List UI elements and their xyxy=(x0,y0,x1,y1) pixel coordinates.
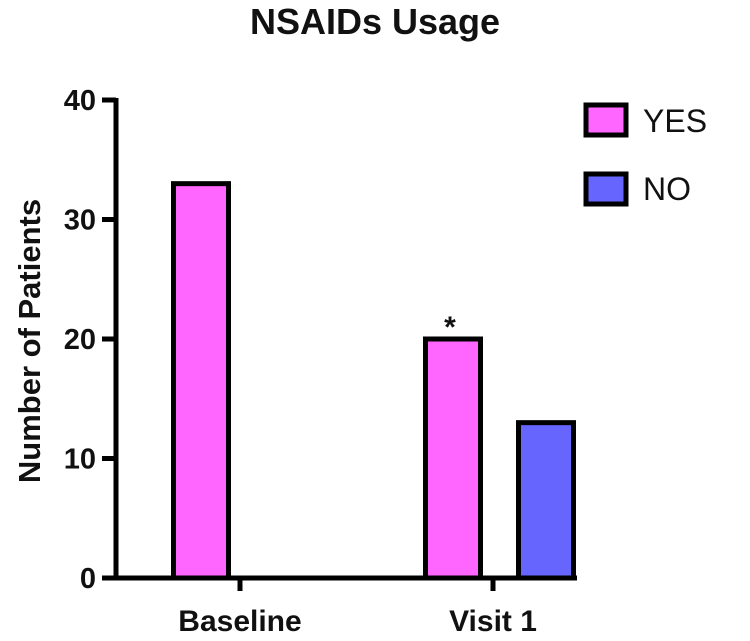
legend-swatch-no xyxy=(583,171,629,207)
y-tick-label: 40 xyxy=(64,85,96,117)
chart-title: NSAIDs Usage xyxy=(250,1,500,42)
y-axis-label: Number of Patients xyxy=(12,199,47,483)
y-tick-label: 30 xyxy=(64,205,96,237)
annotations: * xyxy=(444,311,456,344)
y-tick-label: 10 xyxy=(64,444,96,476)
y-tick-label: 20 xyxy=(64,324,96,356)
legend-label-yes: YES xyxy=(643,103,707,139)
significance-marker: * xyxy=(444,311,456,344)
x-axis: Baseline Visit 1 xyxy=(114,575,577,638)
x-tick-label: Visit 1 xyxy=(449,605,537,638)
x-tick-label: Baseline xyxy=(178,605,301,638)
y-tick-label: 0 xyxy=(80,563,96,595)
bar-yes-visit-1 xyxy=(423,336,483,581)
legend-swatch-yes xyxy=(583,102,629,138)
bar-no-visit-1 xyxy=(516,420,576,581)
y-axis: 0 10 20 30 40 xyxy=(64,85,119,595)
bar-yes-baseline xyxy=(171,181,231,581)
legend: YES NO xyxy=(583,102,707,207)
bars xyxy=(171,181,576,581)
legend-label-no: NO xyxy=(643,171,691,207)
